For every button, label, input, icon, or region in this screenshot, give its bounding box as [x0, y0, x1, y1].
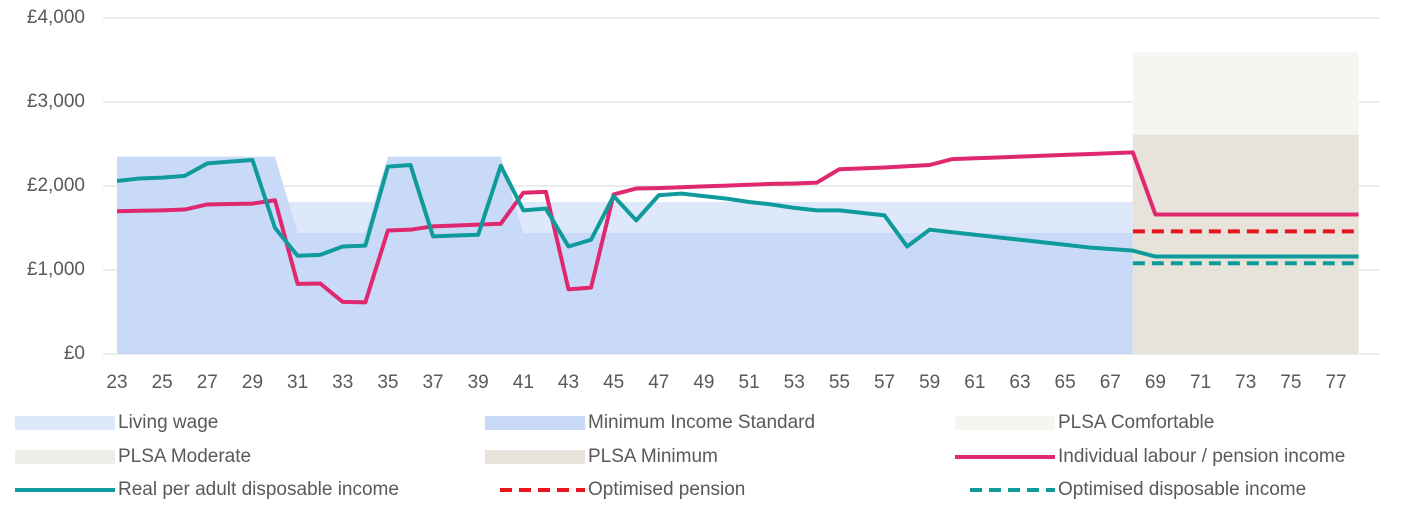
x-tick-label: 45 — [603, 372, 624, 393]
legend-label: PLSA Comfortable — [1058, 412, 1214, 433]
legend-swatch — [955, 416, 1055, 430]
x-tick-label: 31 — [287, 372, 308, 393]
line — [116, 157, 1359, 259]
x-tick-label: 29 — [242, 372, 263, 393]
legend-label: Real per adult disposable income — [118, 479, 399, 500]
x-tick-label: 47 — [648, 372, 669, 393]
x-tick-label: 51 — [739, 372, 760, 393]
y-tick-label: £4,000 — [27, 7, 85, 28]
y-tick-label: £1,000 — [27, 259, 85, 280]
line — [116, 150, 1359, 305]
x-tick-label: 61 — [964, 372, 985, 393]
y-tick-label: £2,000 — [27, 175, 85, 196]
x-tick-label: 33 — [332, 372, 353, 393]
legend-label: Individual labour / pension income — [1058, 446, 1345, 467]
x-tick-label: 57 — [874, 372, 895, 393]
legend-label: PLSA Moderate — [118, 446, 251, 467]
legend-label: Minimum Income Standard — [588, 412, 815, 433]
x-tick-label: 41 — [513, 372, 534, 393]
x-tick-label: 27 — [197, 372, 218, 393]
x-tick-label: 25 — [152, 372, 173, 393]
y-tick-label: £3,000 — [27, 91, 85, 112]
legend: Living wage Minimum Income Standard PLSA C… — [15, 412, 1345, 500]
x-tick-label: 49 — [693, 372, 714, 393]
x-tick-label: 35 — [377, 372, 398, 393]
legend-label: Optimised disposable income — [1058, 479, 1306, 500]
x-tick-label: 59 — [919, 372, 940, 393]
legend-label: PLSA Minimum — [588, 446, 718, 467]
x-tick-label: 65 — [1055, 372, 1076, 393]
x-tick-label: 23 — [106, 372, 127, 393]
x-tick-label: 53 — [784, 372, 805, 393]
legend-label: Optimised pension — [588, 479, 745, 500]
x-tick-label: 63 — [1009, 372, 1030, 393]
y-tick-label: £0 — [64, 343, 85, 364]
x-tick-label: 37 — [422, 372, 443, 393]
area — [1132, 134, 1359, 354]
x-tick-label: 43 — [558, 372, 579, 393]
area — [117, 156, 1133, 354]
marks — [116, 52, 1359, 354]
x-tick-label: 73 — [1235, 372, 1256, 393]
x-tick-label: 71 — [1190, 372, 1211, 393]
legend-swatch — [15, 450, 115, 464]
x-tick-label: 69 — [1145, 372, 1166, 393]
x-tick-label: 77 — [1325, 372, 1346, 393]
legend-label: Living wage — [118, 412, 218, 433]
x-tick-label: 75 — [1280, 372, 1301, 393]
legend-swatch — [15, 416, 115, 430]
legend-swatch — [485, 450, 585, 464]
x-tick-label: 67 — [1100, 372, 1121, 393]
labels: £0 £1,000 £2,000 £3,000 £4,000 23 25 27 29 31 33 35… — [27, 7, 1347, 393]
legend-swatch — [485, 416, 585, 430]
x-tick-label: 55 — [829, 372, 850, 393]
x-tick-label: 39 — [468, 372, 489, 393]
